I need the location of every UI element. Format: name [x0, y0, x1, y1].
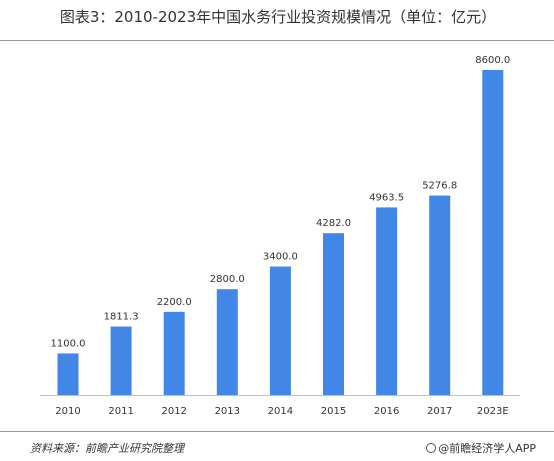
- x-tick-label-2013: 2013: [215, 406, 240, 417]
- data-label-2010: 1100.0: [51, 338, 86, 349]
- footer-divider: [0, 431, 554, 432]
- title-divider: [0, 40, 554, 41]
- data-label-2015: 4282.0: [316, 218, 351, 229]
- bar-2010: [57, 353, 79, 395]
- x-tick-label-2011: 2011: [108, 406, 133, 417]
- bar-2013: [216, 289, 238, 395]
- x-tick-label-2012: 2012: [161, 406, 186, 417]
- data-label-2013: 2800.0: [210, 274, 245, 285]
- bar-2015: [323, 233, 344, 395]
- data-label-2011: 1811.3: [104, 312, 139, 323]
- x-tick-label-2016: 2016: [374, 406, 399, 417]
- brand-text: @前瞻经济学人APP: [438, 442, 536, 455]
- brand-logo-icon: [426, 443, 437, 453]
- x-tick-label-2023E: 2023E: [477, 406, 509, 417]
- data-label-2012: 2200.0: [157, 297, 192, 308]
- bar-2012: [163, 311, 185, 395]
- x-tick-label-2015: 2015: [321, 406, 346, 417]
- x-tick-label-2010: 2010: [55, 406, 80, 417]
- x-tick-label-2014: 2014: [268, 406, 293, 417]
- data-label-2016: 4963.5: [369, 192, 404, 203]
- data-label-2017: 5276.8: [422, 181, 457, 192]
- bar-2023E: [482, 70, 504, 395]
- data-label-2023E: 8600.0: [475, 55, 510, 66]
- bar-2017: [429, 195, 451, 395]
- x-tick-label-2017: 2017: [427, 406, 452, 417]
- data-label-2014: 3400.0: [263, 252, 298, 263]
- bar-2014: [269, 266, 291, 395]
- source-note: 资料来源：前瞻产业研究院整理: [30, 442, 184, 455]
- brand-credit: @前瞻经济学人APP: [426, 440, 536, 456]
- chart-title: 图表3：2010-2023年中国水务行业投资规模情况（单位：亿元）: [59, 8, 497, 26]
- bar-2016: [376, 207, 398, 395]
- bar-2011: [110, 326, 132, 395]
